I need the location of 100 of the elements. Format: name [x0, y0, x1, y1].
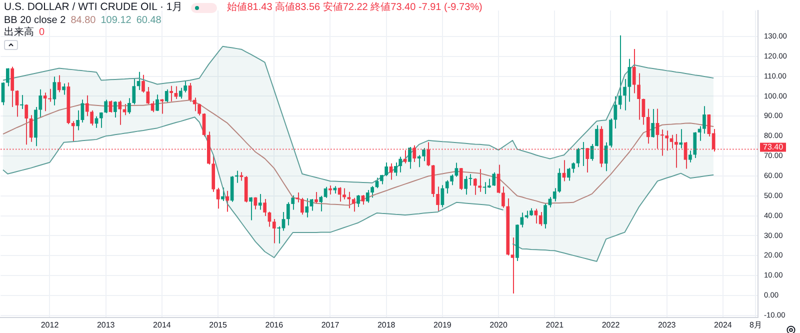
candlestick — [464, 176, 468, 196]
candlestick — [90, 110, 94, 126]
candlestick — [272, 218, 276, 244]
candlestick — [651, 108, 654, 138]
candlestick — [473, 178, 477, 196]
annotation: 84.80 — [70, 15, 96, 26]
candlestick — [544, 202, 547, 230]
candlestick — [128, 98, 131, 114]
candlestick — [76, 110, 80, 131]
annotation: 0 — [39, 27, 45, 38]
candlestick — [492, 172, 496, 186]
candlestick — [226, 190, 230, 212]
ref-line-label: 73.40 — [763, 142, 784, 152]
candlestick — [408, 146, 412, 170]
candlestick — [384, 162, 388, 177]
x-tick-label: 2012 — [40, 320, 60, 330]
x-tick-label: 8月 — [749, 320, 762, 330]
candlestick — [170, 85, 173, 102]
candlestick — [520, 212, 524, 228]
candlestick — [538, 211, 542, 226]
x-tick-label: 2018 — [377, 320, 396, 330]
candlestick — [693, 132, 697, 158]
candlestick — [576, 148, 580, 168]
candlestick — [249, 196, 252, 221]
candlestick — [122, 103, 126, 116]
candlestick — [263, 198, 266, 216]
candlestick — [623, 78, 626, 111]
x-tick-label: 2013 — [96, 320, 116, 330]
candlestick — [132, 78, 136, 105]
x-tick-label: 2016 — [265, 320, 284, 330]
candlestick — [342, 188, 346, 200]
candlestick — [62, 82, 66, 96]
candlestick — [221, 186, 224, 202]
candlestick — [324, 186, 328, 198]
candlestick — [230, 176, 234, 202]
candlestick — [356, 194, 360, 208]
x-tick-label: 2020 — [490, 320, 508, 330]
candlestick — [581, 142, 584, 166]
candlestick — [637, 72, 640, 120]
candlestick — [319, 195, 323, 212]
candlestick — [510, 236, 514, 294]
candlestick — [459, 168, 463, 190]
candlestick — [422, 148, 426, 162]
candlestick — [450, 174, 454, 186]
candlestick — [10, 66, 14, 108]
candlestick — [314, 192, 318, 204]
candlestick — [646, 108, 650, 144]
candlestick — [85, 94, 89, 117]
candlestick — [99, 112, 103, 128]
candlestick — [468, 174, 472, 186]
annotation: BB 20 close 2 — [4, 15, 66, 26]
annotation: 109.12 — [100, 15, 132, 26]
x-tick-label: 2014 — [153, 320, 172, 330]
candlestick — [628, 58, 632, 102]
candlestick — [108, 100, 112, 114]
candlestick — [258, 194, 262, 210]
candlestick — [188, 82, 192, 102]
candlestick — [305, 198, 309, 218]
candlestick — [417, 154, 421, 168]
chart-title: U.S. DOLLAR / WTI CRUDE OIL · 1月 — [4, 1, 184, 13]
candlestick — [595, 124, 598, 147]
annotation: 60.48 — [136, 15, 162, 26]
annotation: 始値81.43 高値83.56 安値72.22 終値73.40 -7.91 (-9.73%) — [227, 2, 482, 13]
candlestick — [71, 120, 75, 142]
candlestick — [136, 71, 140, 91]
x-tick-label: 2015 — [209, 320, 228, 330]
candlestick — [618, 34, 622, 110]
candlestick — [352, 197, 356, 212]
candlestick — [150, 100, 154, 113]
x-tick-label: 2023 — [658, 320, 676, 330]
x-tick-label: 2019 — [434, 320, 452, 330]
candlestick — [436, 186, 440, 212]
candlestick — [445, 180, 449, 194]
candlestick — [118, 100, 122, 126]
candlestick — [398, 156, 402, 173]
x-tick-label: 2017 — [321, 320, 340, 330]
x-tick-label: 2022 — [602, 320, 620, 330]
annotation: 出来高 — [4, 27, 34, 38]
candlestick — [20, 94, 24, 110]
candlestick — [534, 208, 538, 224]
candlestick — [6, 68, 10, 87]
candlestick — [286, 202, 290, 226]
candlestick — [57, 74, 61, 93]
x-tick-label: 2021 — [546, 320, 564, 330]
candlestick — [114, 100, 117, 118]
candlestick — [291, 194, 295, 210]
candlestick — [688, 150, 692, 163]
candlestick — [156, 94, 159, 112]
candlestick — [478, 168, 482, 192]
x-tick-label: 2024 — [714, 320, 732, 330]
candlestick — [104, 99, 108, 114]
candlestick — [164, 88, 168, 104]
candlestick — [146, 86, 150, 104]
candlestick — [80, 99, 84, 123]
candlestick — [52, 76, 56, 106]
candlestick — [679, 128, 683, 149]
candlestick — [142, 74, 145, 94]
candlestick — [632, 48, 636, 94]
candlestick — [361, 194, 365, 206]
candlestick — [24, 104, 28, 146]
